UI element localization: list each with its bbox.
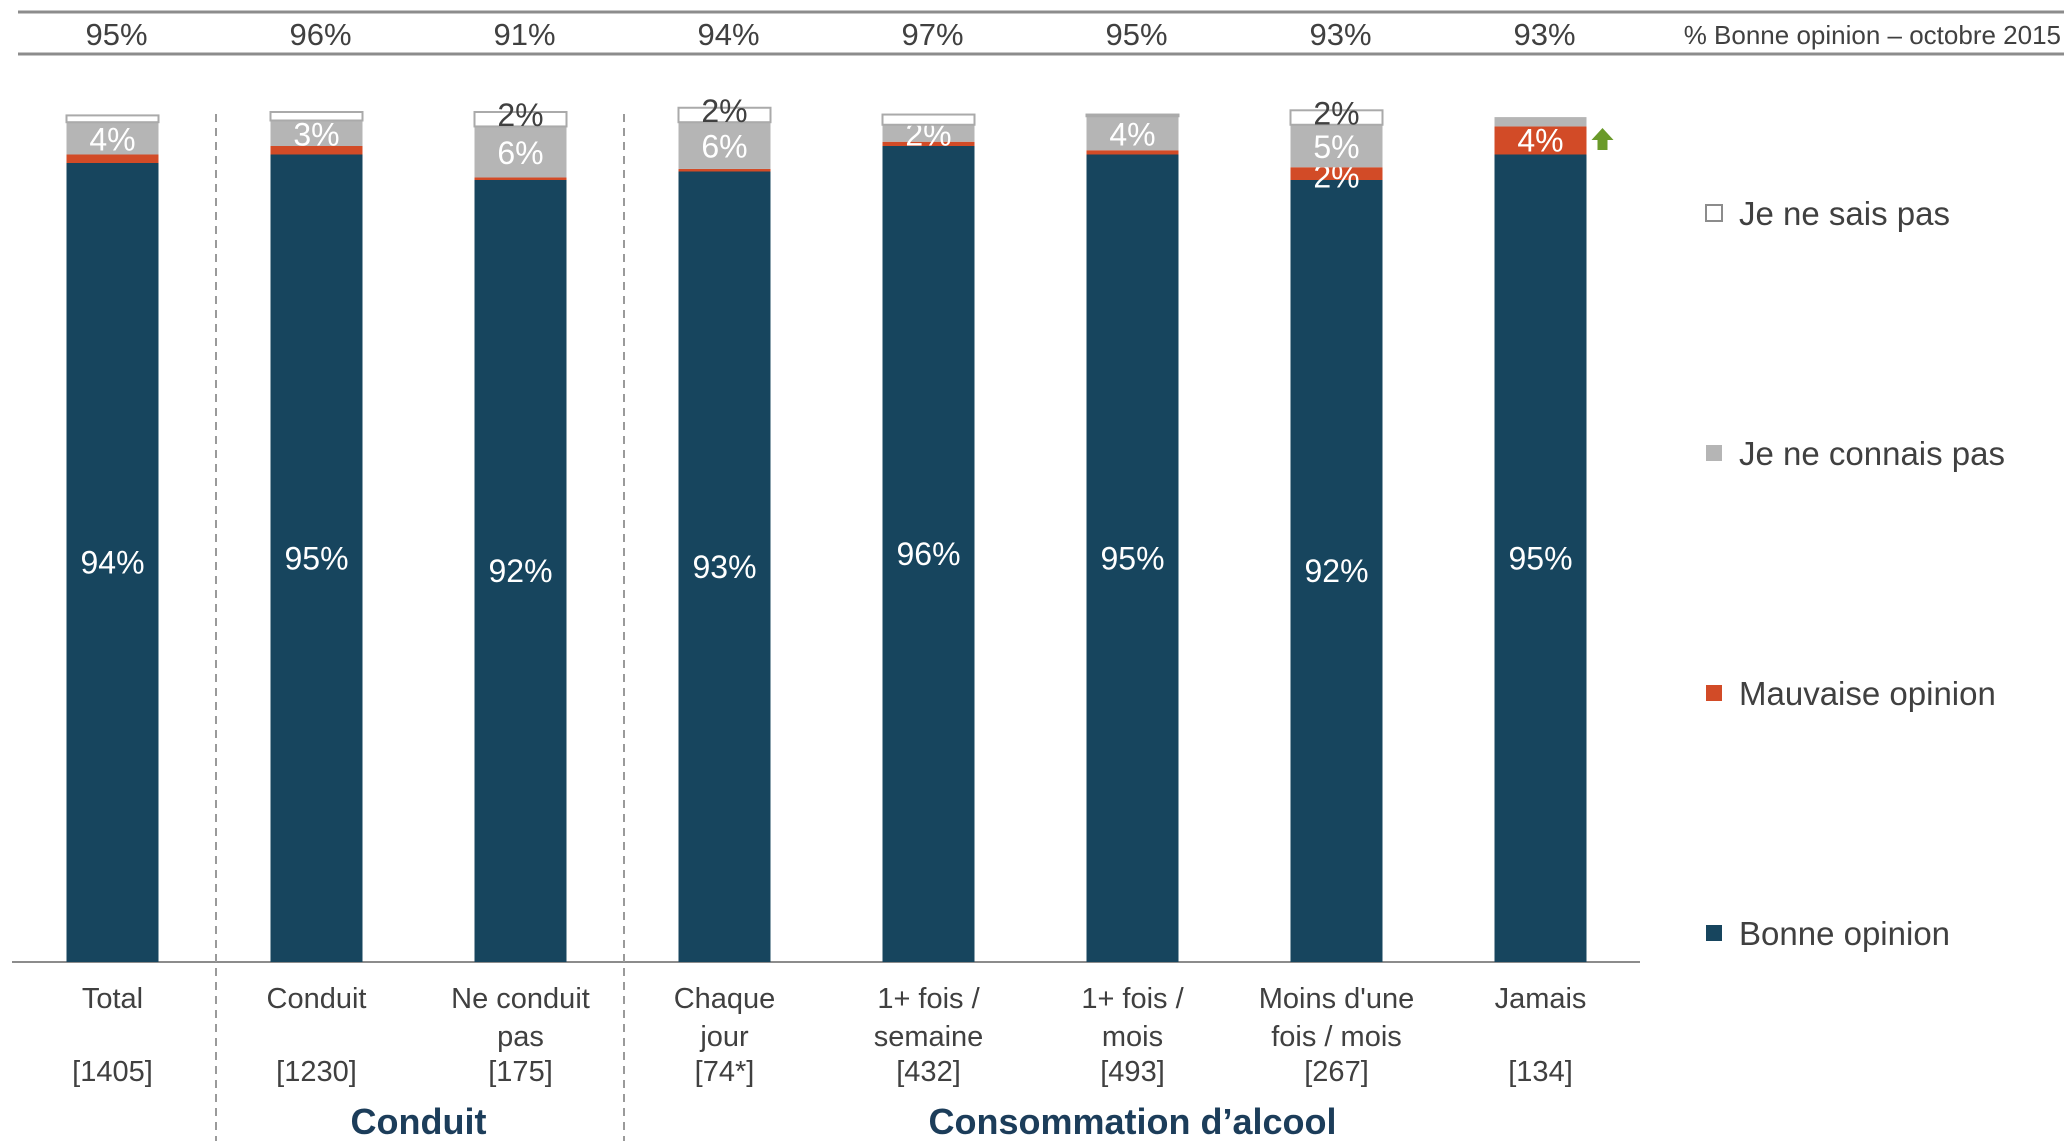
bar-value-label: 4% (89, 121, 135, 157)
sample-size-label: [134] (1508, 1056, 1573, 1088)
bar-value-label: 92% (488, 553, 552, 589)
group-label: Consommation d’alcool (928, 1101, 1336, 1141)
bar-segment-connais (1290, 124, 1383, 168)
bar-segment-connais (66, 122, 159, 155)
category-label: Ne conduit (451, 983, 590, 1015)
bar-segment-mauvaise (474, 177, 567, 180)
sample-size-label: [493] (1100, 1056, 1165, 1088)
top-row-caption: % Bonne opinion – octobre 2015 (1684, 20, 2061, 50)
legend-swatch-mauvaise (1706, 685, 1722, 701)
bar-segment-sais (269, 111, 364, 122)
sample-size-label: [1230] (276, 1056, 357, 1088)
category-label: Total (82, 983, 143, 1015)
bar-segment-sais (473, 111, 568, 128)
category-label: 1+ fois / (1081, 983, 1184, 1015)
legend-label-bonne: Bonne opinion (1739, 915, 1950, 952)
bar-value-label: 96% (896, 536, 960, 572)
legend-label-mauvaise: Mauvaise opinion (1739, 675, 1996, 712)
top-value-label: 96% (289, 17, 351, 52)
top-value-label: 91% (493, 17, 555, 52)
bar-segment-mauvaise (678, 168, 771, 172)
bar-segment-bonne (882, 146, 975, 962)
bar-segment-bonne (66, 163, 159, 962)
bar-value-label: 93% (692, 549, 756, 585)
bar-segment-sais (1085, 113, 1180, 118)
bar-value-label: 94% (80, 545, 144, 581)
bar-value-label: 2% (701, 93, 747, 129)
category-label: pas (497, 1021, 544, 1053)
bar-segment-connais (678, 122, 771, 169)
bar-segment-mauvaise (1494, 126, 1587, 155)
legend-swatch-connais (1706, 445, 1722, 461)
category-label: Conduit (267, 983, 367, 1015)
bar-value-label: 3% (293, 116, 339, 152)
category-label: semaine (874, 1021, 984, 1053)
legend-label-connais: Je ne connais pas (1739, 435, 2005, 472)
bar-segment-bonne (1086, 154, 1179, 962)
bar-value-label: 2% (1313, 95, 1359, 131)
bar-segment-mauvaise (882, 141, 975, 146)
bar-segment-bonne (1290, 180, 1383, 962)
bar-segment-connais (882, 124, 975, 142)
bar-value-label: 6% (497, 135, 543, 171)
bar-segment-sais (1289, 109, 1384, 126)
bar-segment-bonne (678, 171, 771, 962)
top-value-label: 95% (1105, 17, 1167, 52)
bar-value-label: 4% (1109, 116, 1155, 152)
bar-segment-connais (1086, 116, 1179, 151)
bar-value-label: 95% (284, 540, 348, 576)
bar-segment-connais (1494, 117, 1587, 127)
top-value-label: 97% (901, 17, 963, 52)
legend-label-sais: Je ne sais pas (1739, 195, 1950, 232)
bar-segment-sais (677, 106, 772, 124)
bar-value-label: 6% (701, 129, 747, 165)
bar-segment-sais (65, 114, 160, 124)
bar-segment-bonne (270, 154, 363, 962)
bar-value-label: 2% (497, 97, 543, 133)
bar-value-label: 92% (1304, 553, 1368, 589)
bar-value-label: 95% (1508, 540, 1572, 576)
sample-size-label: [267] (1304, 1056, 1369, 1088)
sample-size-label: [1405] (72, 1056, 153, 1088)
category-label: fois / mois (1271, 1021, 1402, 1053)
category-label: jour (699, 1021, 749, 1053)
legend-swatch-sais (1705, 204, 1723, 222)
sample-size-label: [432] (896, 1056, 961, 1088)
bar-value-label: 95% (1100, 540, 1164, 576)
top-value-label: 93% (1513, 17, 1575, 52)
bar-segment-mauvaise (1086, 150, 1179, 155)
top-value-label: 94% (697, 17, 759, 52)
sample-size-label: [74*] (695, 1056, 755, 1088)
bar-segment-mauvaise (66, 154, 159, 163)
bar-value-label: 4% (1517, 122, 1563, 158)
bar-segment-connais (270, 120, 363, 146)
top-value-label: 93% (1309, 17, 1371, 52)
category-label: 1+ fois / (877, 983, 980, 1015)
legend-swatch-bonne (1706, 925, 1722, 941)
category-label: Moins d'une (1259, 983, 1414, 1015)
group-label: Conduit (351, 1101, 487, 1141)
bar-segment-connais (474, 126, 567, 178)
significance-up-arrow-icon (1591, 128, 1614, 150)
sample-size-label: [175] (488, 1056, 553, 1088)
category-label: Chaque (674, 983, 776, 1015)
bar-value-label: 5% (1313, 129, 1359, 165)
bar-segment-sais (881, 113, 976, 126)
category-label: Jamais (1495, 983, 1587, 1015)
bar-segment-bonne (1494, 154, 1587, 962)
category-label: mois (1102, 1021, 1163, 1053)
bar-segment-bonne (474, 180, 567, 962)
bar-segment-mauvaise (1290, 167, 1383, 180)
bar-segment-mauvaise (270, 146, 363, 155)
top-value-label: 95% (85, 17, 147, 52)
